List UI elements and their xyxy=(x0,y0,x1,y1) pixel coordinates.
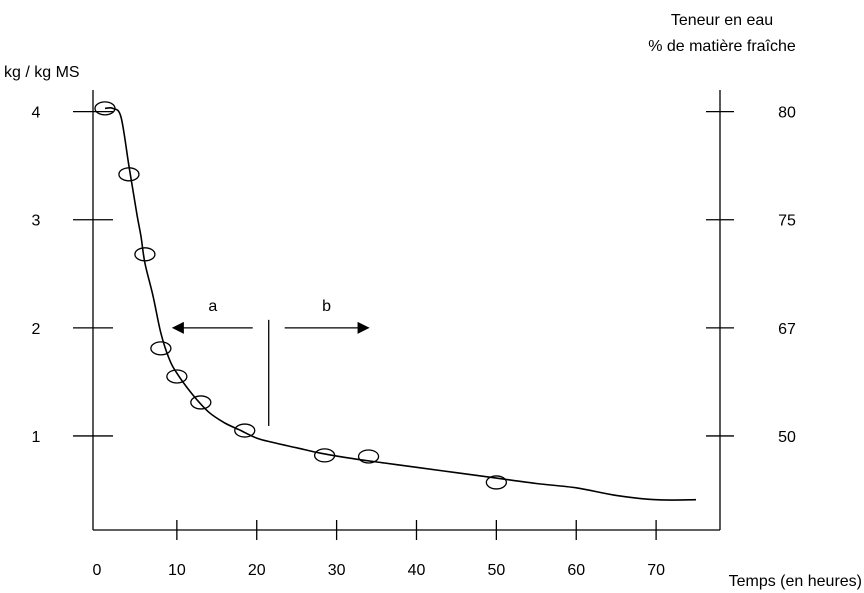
y-axis-right-title-line2: % de matière fraîche xyxy=(648,38,796,55)
y-right-tick-label: 50 xyxy=(778,429,796,446)
data-point xyxy=(94,101,116,116)
x-tick-label: 60 xyxy=(567,562,585,579)
data-point xyxy=(357,449,380,464)
right-ticks-group: 80 75 67 50 xyxy=(706,105,796,446)
y-right-tick-label: 67 xyxy=(778,321,796,338)
arrow-b-label: b xyxy=(322,298,331,315)
x-tick-label: 10 xyxy=(168,562,186,579)
y-axis-left-title: kg / kg MS xyxy=(4,64,80,81)
y-right-tick-label: 75 xyxy=(778,213,796,230)
y-axis-right-title-line1: Teneur en eau xyxy=(671,12,773,29)
y-right-tick-label: 80 xyxy=(778,105,796,122)
data-point xyxy=(234,423,256,438)
data-point xyxy=(134,247,156,262)
arrow-a-label: a xyxy=(208,298,217,315)
data-point xyxy=(485,475,508,490)
x-tick-label: 50 xyxy=(487,562,505,579)
x-axis-title: Temps (en heures) xyxy=(729,573,862,590)
curve-layer xyxy=(104,106,697,501)
x-tick-label: 70 xyxy=(647,562,665,579)
x-ticks-group: 0 10 20 30 40 50 60 70 xyxy=(93,520,665,579)
data-point xyxy=(166,369,188,384)
y-left-tick-label: 3 xyxy=(32,213,41,230)
y-left-tick-label: 1 xyxy=(32,429,41,446)
data-point xyxy=(150,341,172,356)
points-layer xyxy=(94,101,508,490)
x-tick-label: 40 xyxy=(408,562,426,579)
data-point xyxy=(313,448,336,463)
y-left-tick-label: 4 xyxy=(32,105,41,122)
x-tick-label: 20 xyxy=(248,562,266,579)
x-tick-label: 30 xyxy=(328,562,346,579)
left-ticks-group: 1 2 3 4 xyxy=(32,105,113,446)
data-point xyxy=(190,395,212,410)
drying-curve xyxy=(104,106,697,501)
x-tick-label: 0 xyxy=(93,562,102,579)
y-left-tick-label: 2 xyxy=(32,321,41,338)
data-point xyxy=(118,167,140,182)
